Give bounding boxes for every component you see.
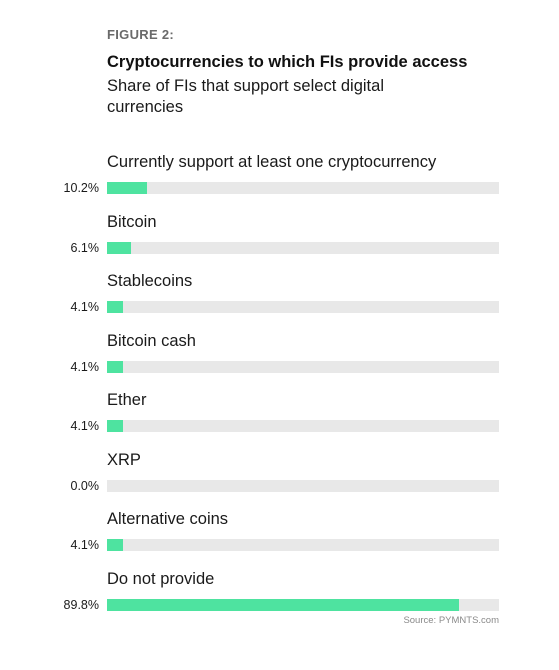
bar (107, 241, 131, 254)
category-label: Do not provide (107, 569, 215, 588)
value-label: 6.1% (70, 240, 100, 255)
bar (107, 420, 124, 432)
bar (107, 182, 147, 194)
bar-track (107, 420, 499, 432)
value-label: 10.2% (63, 181, 99, 195)
bar-row: Stablecoins 4.1% (0, 272, 559, 322)
value-label: 4.1% (70, 300, 100, 314)
value-label: 0.0% (70, 478, 100, 493)
value-label: 4.1% (70, 359, 100, 374)
bar-track (107, 539, 499, 551)
category-label: Bitcoin (107, 212, 157, 231)
bar-track (107, 360, 499, 373)
figure-label: FIGURE 2: (107, 27, 174, 42)
bar-row: Alternative coins 4.1% (0, 510, 559, 560)
bar-track (107, 182, 499, 194)
bar-row: XRP 0.0% (0, 451, 559, 501)
bar-track (107, 479, 499, 492)
bar-track (107, 301, 499, 313)
bar-track (107, 241, 499, 254)
bar (107, 360, 124, 373)
category-label: Stablecoins (107, 272, 193, 290)
bar-row: Bitcoin 6.1% (0, 213, 559, 263)
bar-row: Do not provide 89.8% (0, 570, 559, 620)
bar-row: Currently support at least one cryptocur… (0, 153, 559, 203)
bar-row: Ether 4.1% (0, 391, 559, 441)
category-label: Bitcoin cash (107, 331, 196, 350)
bar (107, 301, 124, 313)
chart-title: Cryptocurrencies to which FIs provide ac… (107, 53, 468, 71)
category-label: Currently support at least one cryptocur… (107, 153, 437, 171)
category-label: XRP (107, 450, 141, 469)
value-label: 89.8% (63, 597, 99, 612)
value-label: 4.1% (70, 538, 100, 552)
source-note: Source: PYMNTS.com (403, 615, 499, 626)
chart-subtitle: Share of FIs that support select digital… (107, 77, 384, 116)
bar-row: Bitcoin cash 4.1% (0, 332, 559, 382)
bar-track (107, 598, 499, 611)
value-label: 4.1% (70, 419, 100, 433)
bar (107, 598, 460, 611)
category-label: Ether (107, 391, 147, 409)
bar (107, 539, 124, 551)
category-label: Alternative coins (107, 510, 229, 528)
